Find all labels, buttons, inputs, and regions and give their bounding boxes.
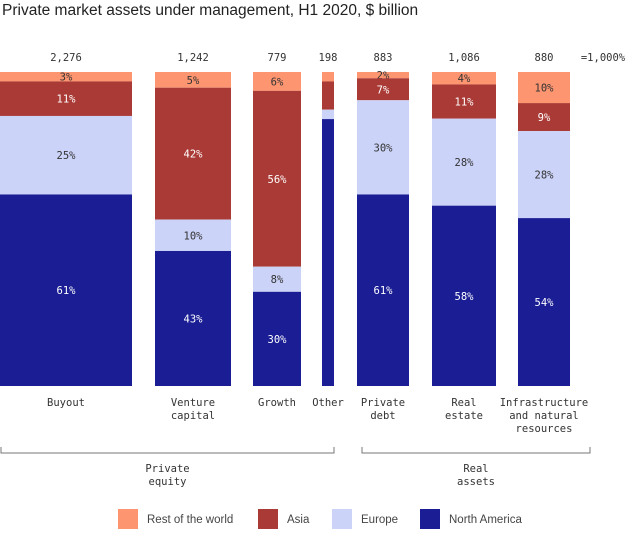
legend-label: Asia	[287, 514, 310, 526]
bar-segment-europe	[432, 118, 496, 206]
total-label: 883	[374, 52, 393, 64]
bar-segment-asia	[155, 87, 231, 220]
segment-label: 4%	[458, 73, 471, 85]
segment-label: 28%	[455, 157, 475, 169]
bar-segment-asia	[0, 81, 132, 116]
segment-label: 56%	[268, 174, 288, 186]
group-bracket	[0, 447, 335, 454]
segment-label: 3%	[60, 72, 73, 84]
bar-segment-north-america	[155, 250, 231, 386]
bar-segment-north-america	[0, 194, 132, 386]
segment-label: 10%	[184, 230, 204, 242]
legend-label: Rest of the world	[147, 514, 233, 526]
bar-segment-rest-of-the-world	[253, 72, 301, 91]
legend-swatch	[332, 509, 352, 529]
bar-segment-europe	[155, 219, 231, 251]
segment-label: 10%	[535, 83, 555, 95]
category-label: Other	[312, 397, 344, 409]
segment-label: 43%	[184, 313, 204, 325]
total-label: 880	[535, 52, 554, 64]
bar-segment-europe	[253, 266, 301, 292]
category-label: Real	[451, 397, 476, 409]
category-label: Buyout	[47, 397, 85, 409]
segment-label: 5%	[187, 75, 200, 87]
segment-label: 58%	[455, 291, 475, 303]
category-label: resources	[516, 423, 573, 435]
segment-label: 54%	[535, 297, 555, 309]
group-label: Real	[463, 463, 488, 475]
bar-segment-rest-of-the-world	[518, 72, 570, 104]
bar-segment-asia	[432, 84, 496, 119]
bar-segment-rest-of-the-world	[357, 72, 409, 79]
group-label: Private	[145, 463, 189, 475]
legend-swatch	[420, 509, 440, 529]
chart-title: Private market assets under management, …	[2, 2, 419, 19]
group-bracket	[361, 447, 591, 454]
segment-label: 11%	[57, 94, 77, 106]
bar-segment-north-america	[253, 291, 301, 386]
bar-segment-north-america	[322, 119, 334, 386]
legend-label: North America	[449, 514, 522, 526]
bar-segment-asia	[322, 81, 334, 110]
category-label: Infrastructure	[500, 397, 589, 409]
bar-segment-europe	[0, 115, 132, 195]
category-label: Growth	[258, 397, 296, 409]
segment-label: 8%	[271, 274, 284, 286]
category-label: capital	[171, 410, 215, 422]
bar-segment-europe	[357, 100, 409, 195]
bar-segment-rest-of-the-world	[432, 72, 496, 85]
segment-label: 9%	[538, 112, 551, 124]
bar-segment-rest-of-the-world	[322, 72, 334, 82]
segment-label: 42%	[184, 149, 204, 161]
segment-label: 25%	[57, 150, 77, 162]
segment-label: 7%	[377, 84, 390, 96]
bar-segment-rest-of-the-world	[155, 72, 231, 88]
segment-label: 61%	[57, 285, 77, 297]
bar-segment-europe	[518, 131, 570, 219]
legend-swatch	[118, 509, 138, 529]
unit-note: =1,000%	[581, 52, 626, 64]
bar-segment-rest-of-the-world	[0, 72, 132, 82]
segment-label: 30%	[268, 334, 288, 346]
total-label: 779	[268, 52, 287, 64]
category-label: and natural	[509, 410, 579, 422]
category-label: estate	[445, 410, 483, 422]
segment-label: 28%	[535, 170, 555, 182]
bar-segment-north-america	[518, 218, 570, 386]
total-label: 1,086	[448, 52, 480, 64]
bar-segment-north-america	[432, 205, 496, 386]
segment-label: 6%	[271, 76, 284, 88]
total-label: 198	[319, 52, 338, 64]
total-label: 1,242	[177, 52, 209, 64]
bar-segment-asia	[357, 78, 409, 101]
legend-label: Europe	[361, 514, 398, 526]
group-label: assets	[457, 476, 495, 488]
segment-label: 11%	[455, 97, 475, 109]
bar-segment-asia	[253, 90, 301, 267]
category-label: Venture	[171, 397, 215, 409]
bar-segment-asia	[518, 103, 570, 132]
bar-segment-north-america	[357, 194, 409, 386]
segment-label: 30%	[374, 142, 394, 154]
category-label: Private	[361, 397, 405, 409]
total-label: 2,276	[50, 52, 82, 64]
segment-label: 61%	[374, 285, 394, 297]
group-label: equity	[149, 476, 187, 488]
bar-segment-europe	[322, 109, 334, 120]
category-label: debt	[370, 410, 395, 422]
legend-swatch	[258, 509, 278, 529]
